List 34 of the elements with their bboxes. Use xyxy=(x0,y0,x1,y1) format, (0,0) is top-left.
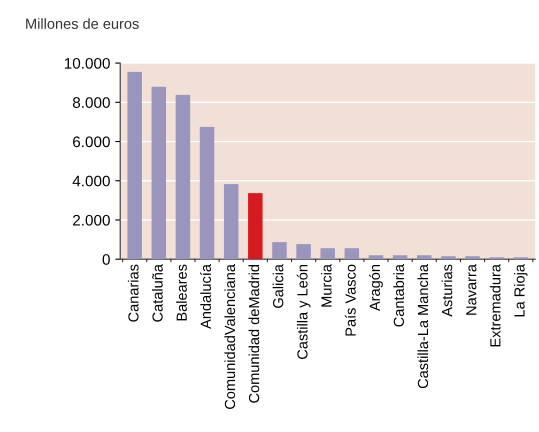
bar xyxy=(152,86,166,260)
x-tick-label: Aragón xyxy=(369,265,383,312)
y-tick-label: 0 xyxy=(102,254,110,265)
bar xyxy=(176,94,190,260)
x-tick-label: Cataluña xyxy=(152,264,163,322)
bar xyxy=(224,184,238,260)
x-tick-label: Baleares xyxy=(176,264,187,320)
y-tick-label: 6.000 xyxy=(73,136,110,148)
y-tick-label: 4.000 xyxy=(72,176,110,186)
x-tick-label: Navarra xyxy=(466,264,476,315)
x-tick-label: País Vasco xyxy=(344,264,356,336)
x-tick-label: Castilla y León xyxy=(296,265,310,359)
x-tick-label: ComunidadValenciana xyxy=(224,264,236,409)
y-axis-title: Millones de euros xyxy=(26,18,139,29)
bar xyxy=(320,248,335,260)
x-tick-label: Andalucía xyxy=(200,264,211,329)
y-tick-label: 8.000 xyxy=(72,97,110,108)
bar xyxy=(248,193,263,260)
x-tick-label: La Rioja xyxy=(514,264,528,316)
x-tick-label: Extremadura xyxy=(490,264,501,346)
x-tick-label: Murcia xyxy=(320,264,332,307)
bar xyxy=(296,244,311,260)
x-tick-label: Galicia xyxy=(272,264,284,308)
x-tick-label: Comunidad deMadrid xyxy=(248,264,260,403)
y-tick-label: 10.000 xyxy=(64,58,110,69)
x-tick-label: Cantabria xyxy=(393,264,404,327)
bar xyxy=(127,72,142,260)
bar xyxy=(344,248,360,260)
y-tick-label: 2.000 xyxy=(73,214,110,226)
x-tick-label: Castilla-La Mancha xyxy=(417,264,428,388)
x-tick-label: Canarias xyxy=(128,264,139,322)
bar xyxy=(200,126,214,260)
x-tick-label: Asturias xyxy=(442,264,452,317)
bar xyxy=(272,242,287,260)
